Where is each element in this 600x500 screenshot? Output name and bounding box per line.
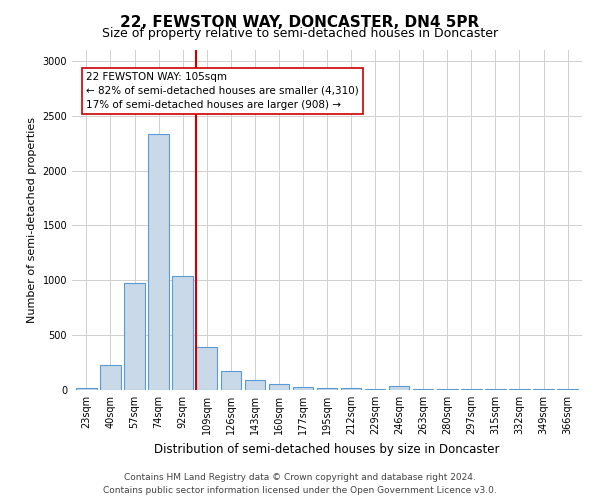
Bar — [100, 365, 121, 390]
Text: Size of property relative to semi-detached houses in Doncaster: Size of property relative to semi-detach… — [102, 28, 498, 40]
X-axis label: Distribution of semi-detached houses by size in Doncaster: Distribution of semi-detached houses by … — [154, 442, 500, 456]
Bar — [196, 347, 217, 390]
Bar — [389, 386, 409, 390]
Bar — [245, 380, 265, 390]
Bar — [124, 282, 145, 390]
Bar — [269, 384, 289, 390]
Bar — [461, 389, 482, 390]
Y-axis label: Number of semi-detached properties: Number of semi-detached properties — [27, 117, 37, 323]
Text: Contains HM Land Registry data © Crown copyright and database right 2024.
Contai: Contains HM Land Registry data © Crown c… — [103, 474, 497, 495]
Text: 22, FEWSTON WAY, DONCASTER, DN4 5PR: 22, FEWSTON WAY, DONCASTER, DN4 5PR — [121, 15, 479, 30]
Bar — [317, 388, 337, 390]
Bar — [221, 372, 241, 390]
Bar — [365, 389, 385, 390]
Bar — [293, 386, 313, 390]
Text: 22 FEWSTON WAY: 105sqm
← 82% of semi-detached houses are smaller (4,310)
17% of : 22 FEWSTON WAY: 105sqm ← 82% of semi-det… — [86, 72, 359, 110]
Bar — [437, 389, 458, 390]
Bar — [413, 389, 433, 390]
Bar — [172, 276, 193, 390]
Bar — [341, 388, 361, 390]
Bar — [148, 134, 169, 390]
Bar — [76, 388, 97, 390]
